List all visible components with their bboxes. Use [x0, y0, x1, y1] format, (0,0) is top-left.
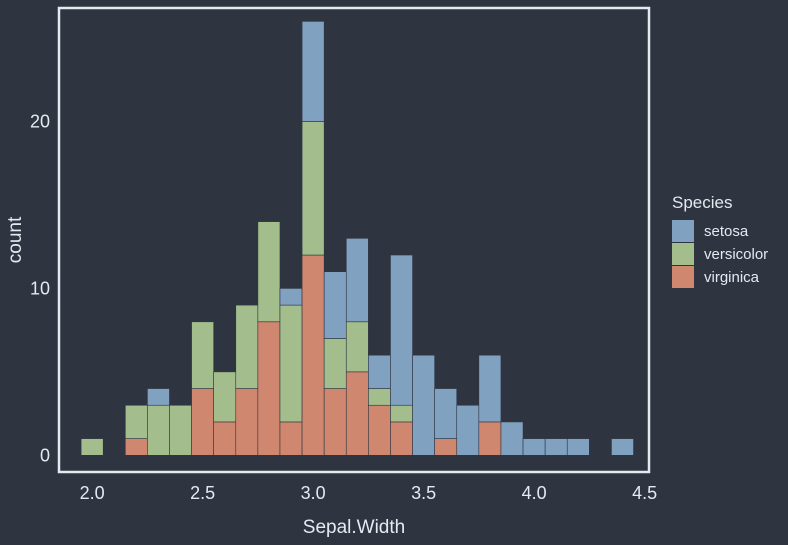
legend: Species setosa versicolor virginica — [672, 193, 768, 288]
bar-versicolor-3.3 — [368, 388, 391, 406]
bar-setosa-3.1 — [323, 271, 347, 339]
x-tick-label: 4.0 — [522, 483, 547, 503]
x-tick-label: 3.5 — [411, 483, 436, 503]
x-axis-title: Sepal.Width — [303, 517, 405, 538]
legend-label-setosa: setosa — [704, 223, 749, 240]
legend-label-virginica: virginica — [704, 269, 760, 286]
bar-setosa-4.2 — [566, 438, 590, 456]
bar-setosa-3.3 — [368, 354, 391, 389]
y-tick-labels: 0 10 20 — [30, 111, 50, 465]
bar-setosa-3.8 — [478, 354, 502, 423]
bar-versicolor-3.0 — [301, 121, 325, 256]
bars-group — [80, 21, 634, 456]
bar-versicolor-2.9 — [279, 304, 303, 423]
bar-versicolor-2.8 — [257, 221, 281, 323]
bar-virginica-3.8 — [478, 421, 502, 456]
bar-versicolor-3.2 — [345, 321, 369, 373]
plot-panel — [57, 6, 651, 474]
bar-virginica-2.6 — [213, 421, 237, 456]
bar-setosa-3.4 — [390, 254, 413, 406]
y-tick-label: 10 — [30, 278, 50, 298]
bar-versicolor-2.2 — [124, 404, 148, 439]
bar-virginica-3.4 — [390, 421, 413, 456]
bar-versicolor-2.7 — [235, 304, 259, 389]
legend-key-virginica — [672, 266, 694, 288]
legend-title: Species — [672, 193, 732, 212]
x-tick-label: 4.5 — [632, 483, 657, 503]
legend-label-versicolor: versicolor — [704, 246, 768, 263]
bar-versicolor-2.6 — [213, 371, 237, 423]
bar-setosa-4.4 — [611, 438, 634, 456]
legend-key-versicolor — [672, 243, 694, 265]
bar-setosa-3.2 — [345, 238, 369, 323]
bar-virginica-3.1 — [323, 388, 347, 456]
bar-virginica-3.2 — [345, 371, 369, 456]
bar-setosa-2.3 — [147, 388, 170, 406]
bar-versicolor-3.1 — [323, 338, 347, 389]
bar-virginica-2.7 — [235, 388, 259, 456]
bar-setosa-3.0 — [301, 21, 325, 122]
bar-virginica-2.5 — [191, 388, 214, 456]
bar-versicolor-2.5 — [191, 321, 214, 389]
bar-virginica-2.9 — [279, 421, 303, 456]
bar-virginica-3.6 — [434, 438, 458, 456]
bar-setosa-4.1 — [544, 438, 568, 456]
y-tick-label: 0 — [40, 445, 50, 465]
bar-setosa-4.0 — [522, 438, 546, 456]
bar-virginica-2.8 — [257, 321, 281, 456]
bar-virginica-2.2 — [124, 438, 148, 456]
bar-setosa-3.5 — [412, 354, 435, 456]
y-tick-label: 20 — [30, 111, 50, 131]
bar-setosa-2.9 — [279, 288, 303, 306]
bar-virginica-3.3 — [368, 404, 391, 456]
x-tick-label: 2.5 — [190, 483, 215, 503]
y-axis-title: count — [5, 216, 26, 263]
bar-versicolor-2.0 — [80, 438, 104, 456]
bar-setosa-3.6 — [434, 388, 458, 439]
x-tick-labels: 2.0 2.5 3.0 3.5 4.0 4.5 — [80, 483, 657, 503]
x-tick-label: 2.0 — [80, 483, 105, 503]
bar-setosa-3.9 — [500, 421, 524, 456]
legend-key-setosa — [672, 220, 694, 242]
bar-versicolor-3.4 — [390, 404, 413, 423]
bar-versicolor-2.3 — [147, 404, 170, 456]
bar-virginica-3.0 — [301, 254, 325, 456]
bar-versicolor-2.4 — [169, 404, 192, 456]
bar-setosa-3.7 — [456, 404, 480, 456]
x-tick-label: 3.0 — [301, 483, 326, 503]
